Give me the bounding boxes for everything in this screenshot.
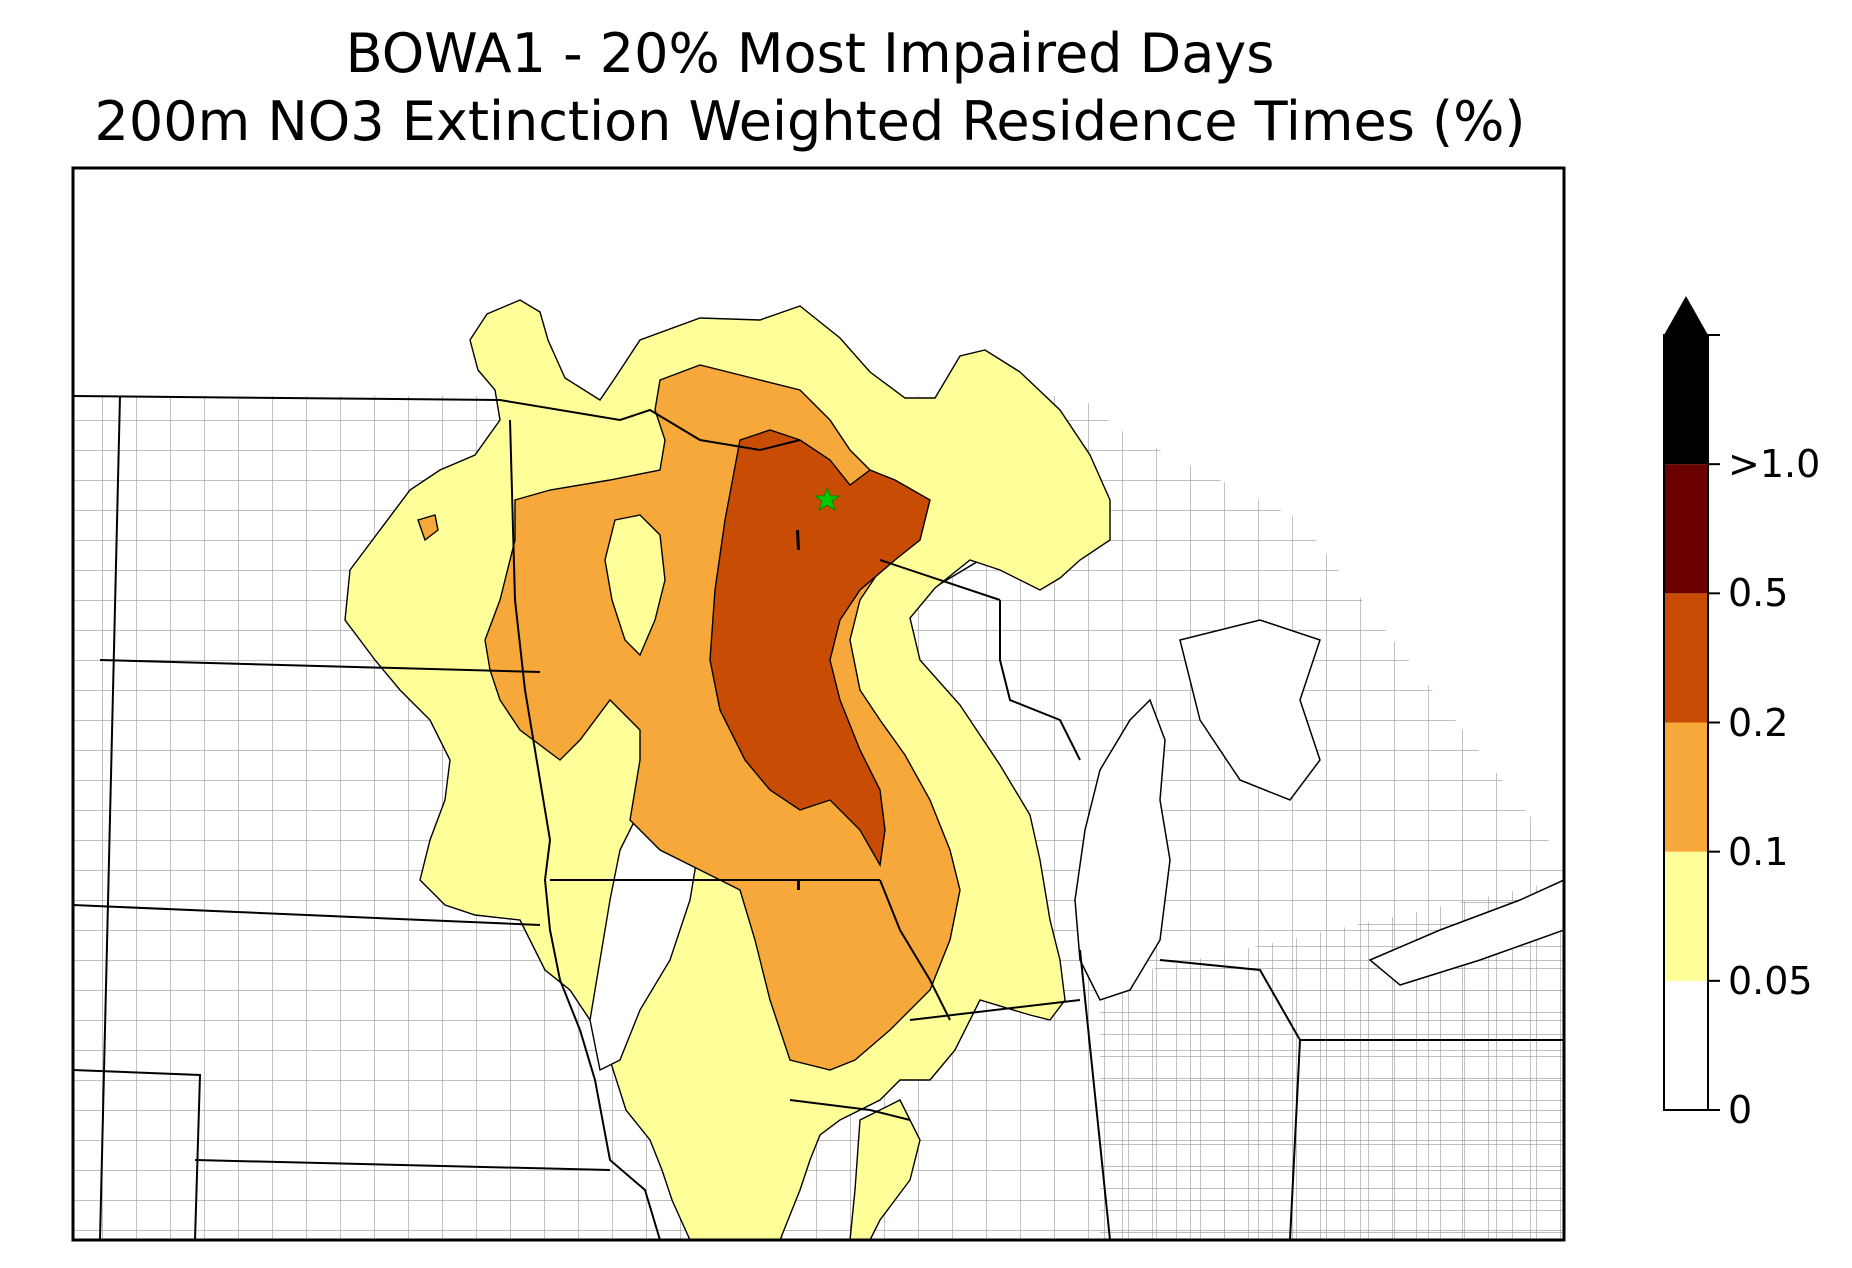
colorbar-tick-label: 0.2 <box>1728 700 1789 745</box>
contour-wisp <box>796 530 800 550</box>
colorbar-tick-label: 0.05 <box>1728 958 1813 1003</box>
map-title-line2: 200m NO3 Extinction Weighted Residence T… <box>94 90 1526 153</box>
colorbar-bin <box>1664 593 1708 723</box>
colorbar-extend-arrow <box>1664 296 1708 335</box>
contour-0-1-hole <box>604 514 666 657</box>
lake-michigan <box>1074 698 1171 1001</box>
colorbar-tick-label: >1.0 <box>1728 442 1821 487</box>
contour-0-05-south <box>849 1099 921 1240</box>
state-boundaries <box>73 395 1564 1240</box>
lake-erie <box>1368 879 1564 986</box>
colorbar-bin <box>1664 851 1708 981</box>
colorbar-tick-label: 0 <box>1728 1088 1753 1132</box>
map-frame <box>71 166 1566 1242</box>
contour-wisp-2 <box>797 880 800 890</box>
colorbar-bin <box>1664 722 1708 852</box>
colorbar <box>1663 296 1720 1111</box>
colorbar-bin <box>1664 335 1708 465</box>
colorbar-bin <box>1664 980 1708 1110</box>
colorbar-tick-label: 0.1 <box>1728 829 1789 874</box>
colorbar-bin <box>1664 464 1708 594</box>
colorbar-tick-label: 0.5 <box>1728 571 1789 616</box>
contour-0-2 <box>709 429 931 868</box>
contour-0-1-patch <box>417 514 439 542</box>
map-title-line1: BOWA1 - 20% Most Impaired Days <box>345 22 1275 85</box>
lake-huron <box>1179 619 1321 801</box>
site-star-icon <box>813 486 841 512</box>
